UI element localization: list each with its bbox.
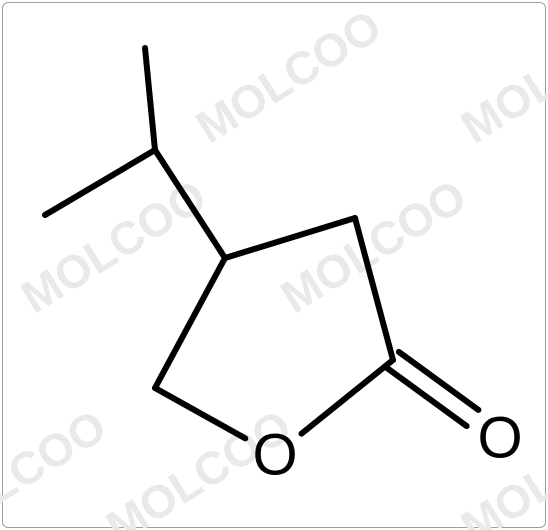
bond bbox=[155, 258, 225, 388]
bond bbox=[387, 368, 467, 426]
bond bbox=[155, 150, 225, 258]
bond bbox=[355, 218, 393, 360]
bond bbox=[155, 388, 245, 438]
bond bbox=[399, 352, 479, 410]
atom-label-o: O bbox=[477, 406, 522, 471]
bond bbox=[145, 48, 155, 150]
bond bbox=[225, 218, 355, 258]
bond bbox=[45, 150, 155, 215]
molecule-diagram: OO bbox=[0, 0, 548, 530]
atom-label-o: O bbox=[252, 423, 297, 488]
bond bbox=[301, 360, 393, 434]
